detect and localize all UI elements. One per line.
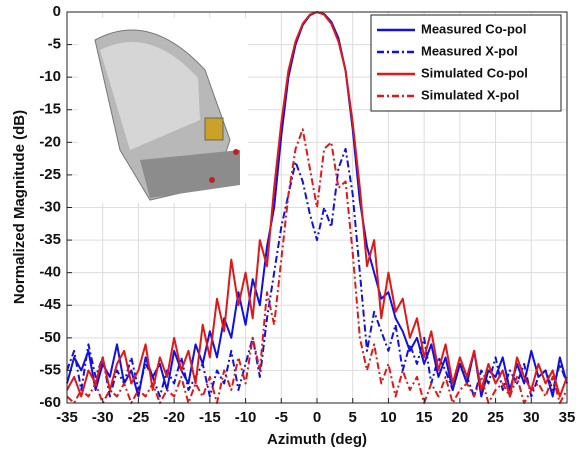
y-tick-label: -50 [39, 329, 61, 346]
y-tick-label: -5 [48, 36, 61, 53]
y-tick-label: -20 [39, 133, 61, 150]
x-tick-label: 5 [349, 409, 357, 426]
legend-label: Measured X-pol [421, 43, 518, 58]
x-tick-label: -5 [275, 409, 288, 426]
legend-label: Simulated X-pol [421, 87, 519, 102]
y-tick-label: -40 [39, 264, 61, 281]
series-line [66, 147, 568, 398]
y-tick-label: -15 [39, 101, 61, 118]
x-tick-label: 20 [452, 409, 469, 426]
y-tick-label: -60 [39, 394, 61, 411]
x-tick-label: -10 [235, 409, 257, 426]
y-tick-label: -45 [39, 296, 61, 313]
y-tick-label: -25 [39, 166, 61, 183]
x-tick-label: 15 [416, 409, 433, 426]
y-tick-label: -35 [39, 231, 61, 248]
inset-photo [78, 18, 248, 203]
feed [204, 117, 224, 141]
y-tick-label: -30 [39, 198, 61, 215]
x-tick-label: 10 [380, 409, 397, 426]
x-tick-label: 35 [559, 409, 576, 426]
x-tick-label: 30 [523, 409, 540, 426]
reflector-face [100, 41, 200, 150]
x-tick-label: -25 [128, 409, 150, 426]
x-tick-label: 0 [313, 409, 321, 426]
y-tick-label: -10 [39, 68, 61, 85]
x-tick-label: -20 [163, 409, 185, 426]
legend-label: Simulated Co-pol [421, 65, 528, 80]
base-plate [140, 150, 240, 198]
x-tick-label: -15 [199, 409, 221, 426]
series-line [66, 128, 568, 404]
x-tick-label: -30 [92, 409, 114, 426]
x-tick-label: -35 [56, 409, 78, 426]
legend: Measured Co-pol Measured X-pol Simulated C… [370, 14, 562, 112]
y-tick-label: 0 [53, 3, 61, 20]
connector [209, 177, 215, 183]
x-axis-label: Azimuth (deg) [267, 431, 367, 448]
connector [233, 149, 239, 155]
y-tick-label: -55 [39, 361, 61, 378]
legend-label: Measured Co-pol [421, 21, 526, 36]
y-axis-label: Normalized Magnitude (dB) [11, 110, 28, 304]
x-tick-label: 25 [487, 409, 504, 426]
